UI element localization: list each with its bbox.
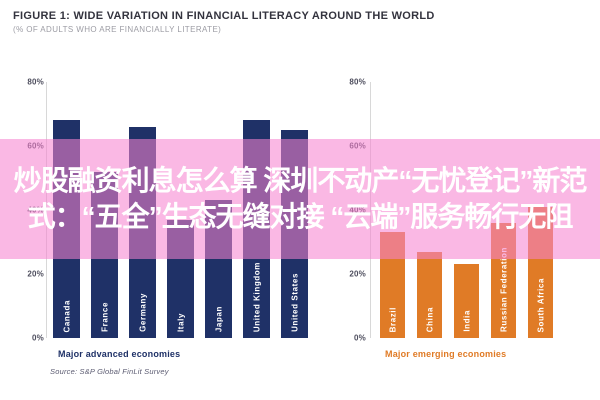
bar-label-japan: Japan (214, 305, 223, 332)
bar-label-italy: Italy (176, 312, 185, 332)
emerging-economies-label: Major emerging economies (385, 349, 507, 359)
bar-india: India (454, 264, 479, 338)
bar-label-united-kingdom: United Kingdom (252, 261, 261, 332)
figure-title: FIGURE 1: WIDE VARIATION IN FINANCIAL LI… (13, 10, 435, 22)
y-axis-tick-80pct: 80% (349, 77, 366, 87)
ad-text-line-1: 炒股融资利息怎么算 深圳不动产“无忧登记”新范 (13, 165, 588, 196)
bar-label-russian-federation: Russian Federation (499, 246, 508, 332)
bar-china: China (417, 252, 442, 338)
y-axis-tick-20pct: 20% (27, 269, 44, 279)
bar-label-south-africa: South Africa (536, 277, 545, 332)
advanced-economies-label: Major advanced economies (58, 349, 181, 359)
y-axis-tick-20pct: 20% (349, 269, 366, 279)
bar-label-brazil: Brazil (388, 306, 397, 332)
bar-label-germany: Germany (138, 293, 147, 332)
bar-label-canada: Canada (62, 299, 71, 333)
bar-label-china: China (425, 306, 434, 332)
y-axis-tick-80pct: 80% (27, 77, 44, 87)
bar-label-india: India (462, 310, 471, 332)
y-axis-tick-0pct: 0% (32, 333, 44, 343)
bar-label-united-states: United States (290, 273, 299, 332)
bar-label-france: France (100, 302, 109, 332)
ad-text-line-2: 式：“五全”生态无缝对接 “云端”服务畅行无阻 (27, 201, 574, 232)
figure-subtitle: (% OF ADULTS WHO ARE FINANCIALLY LITERAT… (13, 25, 222, 34)
ad-text-overlay: 炒股融资利息怎么算 深圳不动产“无忧登记”新范 式：“五全”生态无缝对接 “云端… (0, 139, 600, 259)
source-note: Source: S&P Global FinLit Survey (50, 367, 169, 376)
y-axis-tick-0pct: 0% (354, 333, 366, 343)
